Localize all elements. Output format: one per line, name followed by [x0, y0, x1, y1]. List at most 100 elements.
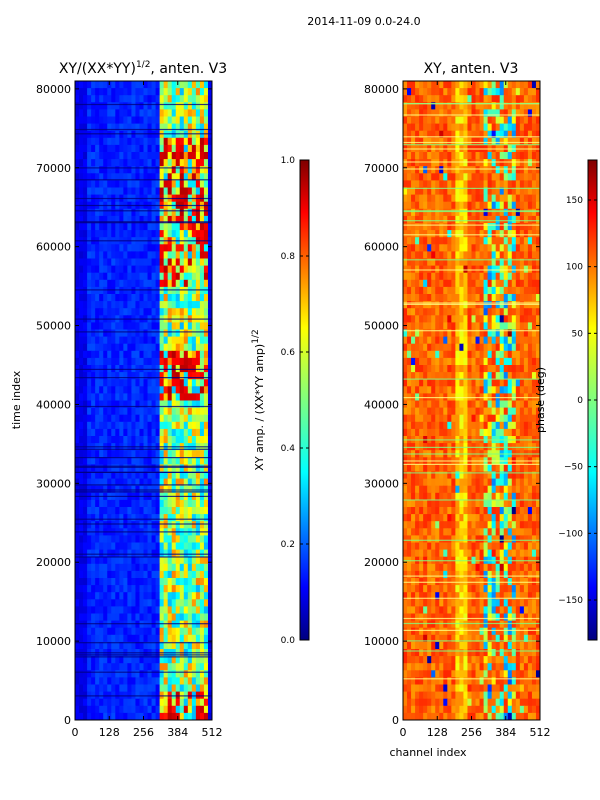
heatmap-cell [115, 244, 120, 252]
heatmap-cell [467, 386, 473, 394]
heatmap-cell [95, 159, 100, 167]
heatmap-cell [207, 357, 212, 366]
heatmap-cell [511, 109, 517, 118]
heatmap-cell [135, 507, 141, 515]
heatmap-cell [151, 499, 157, 508]
heatmap-cell [207, 294, 212, 302]
heatmap-cell [403, 322, 408, 331]
heatmap-cell [127, 350, 133, 359]
heatmap-cell [199, 471, 205, 480]
heatmap-cell [91, 507, 96, 515]
heatmap-cell [179, 641, 185, 650]
heatmap-cell [119, 187, 124, 196]
heatmap-cell [103, 372, 108, 380]
heatmap-cell [91, 556, 96, 565]
heatmap-cell [463, 258, 469, 267]
heatmap-cell [439, 315, 444, 323]
heatmap-cell [439, 421, 444, 430]
heatmap-cell [419, 365, 424, 373]
heatmap-cell [515, 329, 521, 338]
heatmap-cell [411, 130, 416, 139]
heatmap-cell [95, 578, 100, 586]
heatmap-cell [443, 272, 448, 281]
heatmap-cell [95, 357, 100, 366]
heatmap-cell [431, 109, 436, 118]
heatmap-cell [195, 386, 201, 394]
heatmap-cell [407, 223, 412, 231]
heatmap-cell [459, 102, 465, 110]
heatmap-cell [207, 620, 212, 629]
heatmap-cell [483, 286, 489, 295]
heatmap-cell [479, 372, 485, 380]
heatmap-cell [523, 180, 529, 189]
heatmap-cell [195, 109, 201, 118]
heatmap-cell [167, 400, 173, 409]
heatmap-cell [143, 563, 149, 572]
heatmap-cell [459, 365, 465, 373]
heatmap-cell [507, 230, 513, 238]
heatmap-cell [527, 81, 533, 89]
heatmap-cell [171, 180, 177, 189]
heatmap-cell [95, 308, 100, 316]
heatmap-cell [443, 421, 448, 430]
heatmap-cell [135, 272, 141, 281]
heatmap-cell [195, 357, 201, 366]
heatmap-cell [111, 230, 116, 238]
heatmap-cell [111, 712, 116, 720]
heatmap-cell [403, 421, 408, 430]
heatmap-cell [155, 400, 161, 409]
heatmap-cell [187, 663, 193, 671]
heatmap-cell [427, 308, 432, 316]
heatmap-cell [127, 712, 133, 720]
heatmap-cell [451, 194, 456, 203]
heatmap-cell [187, 400, 193, 409]
heatmap-cell [147, 599, 153, 607]
heatmap-cell [203, 578, 209, 586]
heatmap-cell [119, 294, 124, 302]
heatmap-cell [491, 137, 497, 146]
heatmap-cell [107, 251, 112, 260]
heatmap-cell [503, 201, 509, 210]
heatmap-cell [191, 159, 197, 167]
heatmap-cell [199, 684, 205, 693]
heatmap-cell [123, 180, 128, 189]
heatmap-cell [95, 386, 100, 394]
heatmap-cell [423, 357, 428, 366]
heatmap-cell [111, 286, 116, 295]
heatmap-cell [487, 400, 493, 409]
heatmap-cell [107, 400, 112, 409]
heatmap-cell [451, 173, 456, 181]
heatmap-cell [151, 698, 157, 707]
heatmap-cell [87, 599, 92, 607]
heatmap-cell [427, 81, 432, 89]
heatmap-cell [495, 116, 501, 125]
heatmap-cell [103, 400, 108, 409]
heatmap-cell [475, 365, 481, 373]
heatmap-cell [195, 230, 201, 238]
heatmap-cell [155, 180, 161, 189]
heatmap-cell [467, 322, 473, 331]
heatmap-cell [499, 230, 505, 238]
heatmap-cell [127, 130, 133, 139]
heatmap-cell [155, 471, 161, 480]
heatmap-cell [507, 116, 513, 125]
heatmap-cell [415, 372, 420, 380]
heatmap-cell [191, 137, 197, 146]
heatmap-cell [127, 372, 133, 380]
heatmap-cell [207, 641, 212, 650]
heatmap-cell [135, 386, 141, 394]
heatmap-cell [79, 507, 84, 515]
heatmap-cell [147, 166, 153, 174]
heatmap-cell [519, 152, 525, 160]
heatmap-cell [179, 88, 185, 96]
heatmap-cell [191, 705, 197, 714]
heatmap-cell [467, 166, 473, 174]
heatmap-cell [131, 251, 137, 260]
heatmap-cell [79, 159, 84, 167]
heatmap-cell [491, 315, 497, 323]
heatmap-cell [475, 88, 481, 96]
heatmap-cell [131, 712, 137, 720]
heatmap-cell [139, 677, 145, 686]
heatmap-cell [447, 215, 452, 224]
heatmap-cell [103, 88, 108, 96]
